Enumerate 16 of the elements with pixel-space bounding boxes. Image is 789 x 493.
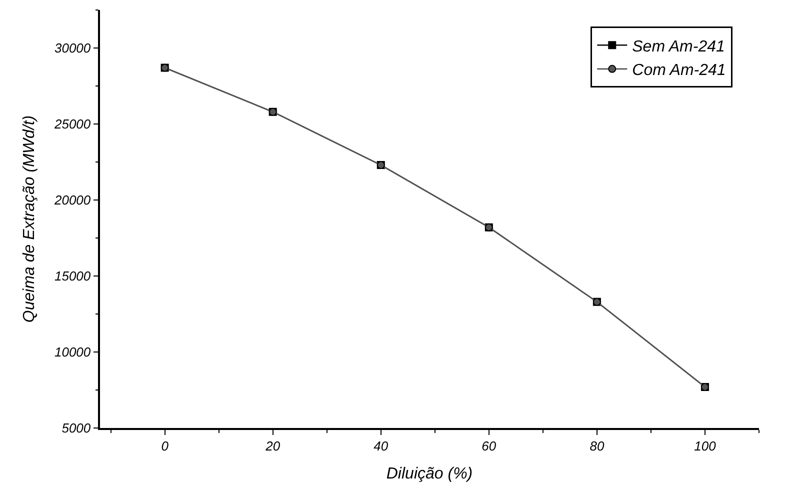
legend-label: Com Am-241 [632, 62, 726, 80]
x-tick-label: 60 [482, 438, 497, 454]
x-tick-label: 80 [590, 438, 605, 454]
x-tick-label: 40 [374, 438, 389, 454]
x-axis-title: Diluição (%) [386, 466, 473, 483]
y-tick-label: 15000 [54, 268, 92, 284]
y-tick-label: 10000 [54, 344, 92, 360]
y-tick-label: 5000 [62, 420, 92, 436]
x-tick-label: 20 [264, 438, 281, 454]
y-tick-label: 30000 [54, 40, 92, 56]
legend-label: Sem Am-241 [632, 38, 725, 56]
x-tick-label: 0 [161, 438, 170, 454]
y-axis-title: Queima de Extração (MWd/t) [20, 115, 38, 323]
x-tick-label: 100 [694, 438, 717, 454]
y-tick-label: 25000 [53, 116, 92, 132]
y-tick-label: 20000 [53, 192, 92, 208]
